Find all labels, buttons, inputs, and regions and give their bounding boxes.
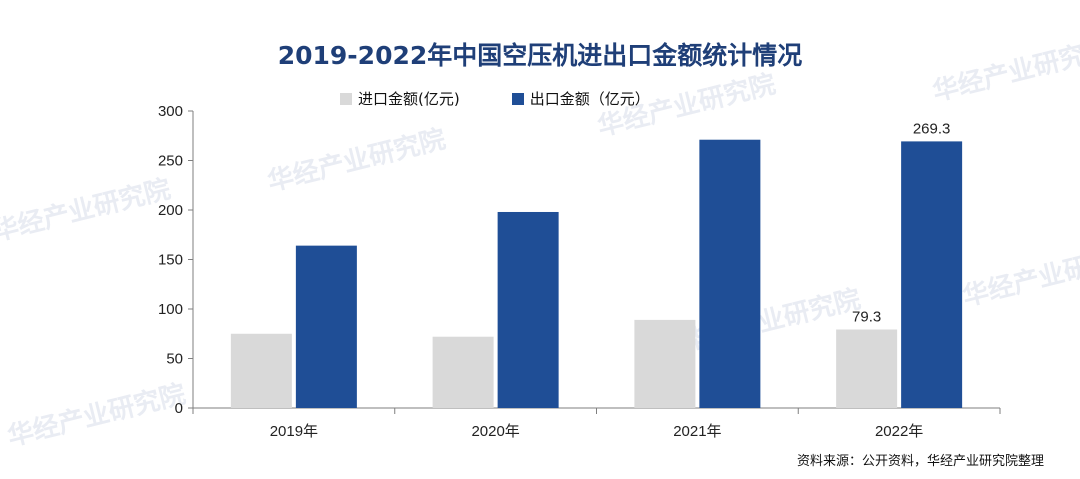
x-tick-label: 2019年 (270, 423, 318, 440)
bar-export (901, 141, 963, 408)
x-tick-label: 2020年 (471, 423, 519, 440)
y-tick-label: 0 (175, 400, 183, 417)
legend-label-export: 出口金额（亿元） (529, 90, 650, 108)
bar-import (634, 319, 696, 408)
y-tick-label: 200 (158, 202, 183, 219)
x-tick-label: 2022年 (875, 423, 923, 440)
bar-export (497, 211, 559, 408)
y-tick-label: 300 (158, 103, 183, 120)
legend-swatch-import (340, 92, 352, 105)
chart-title: 2019-2022年中国空压机进出口金额统计情况 (277, 41, 803, 70)
y-tick-label: 150 (158, 252, 183, 269)
source-note: 资料来源：公开资料，华经产业研究院整理 (796, 454, 1044, 469)
bar-import (836, 329, 898, 408)
x-tick-label: 2021年 (673, 423, 721, 440)
bar-export (295, 245, 357, 408)
legend-item-export: 出口金额（亿元） (511, 88, 650, 109)
data-label: 269.3 (913, 120, 951, 137)
data-label: 79.3 (852, 308, 881, 325)
bar-import (432, 336, 494, 408)
bar-export (699, 139, 761, 408)
legend-swatch-export (511, 92, 524, 105)
y-tick-label: 100 (158, 301, 183, 318)
y-tick-label: 250 (158, 153, 183, 170)
legend-item-import: 进口金额(亿元) (340, 88, 460, 109)
legend-label-import: 进口金额(亿元) (358, 90, 460, 108)
y-tick-label: 50 (166, 351, 183, 368)
bar-import (230, 333, 292, 408)
chart-legend: 进口金额(亿元) 出口金额（亿元） (340, 88, 650, 109)
